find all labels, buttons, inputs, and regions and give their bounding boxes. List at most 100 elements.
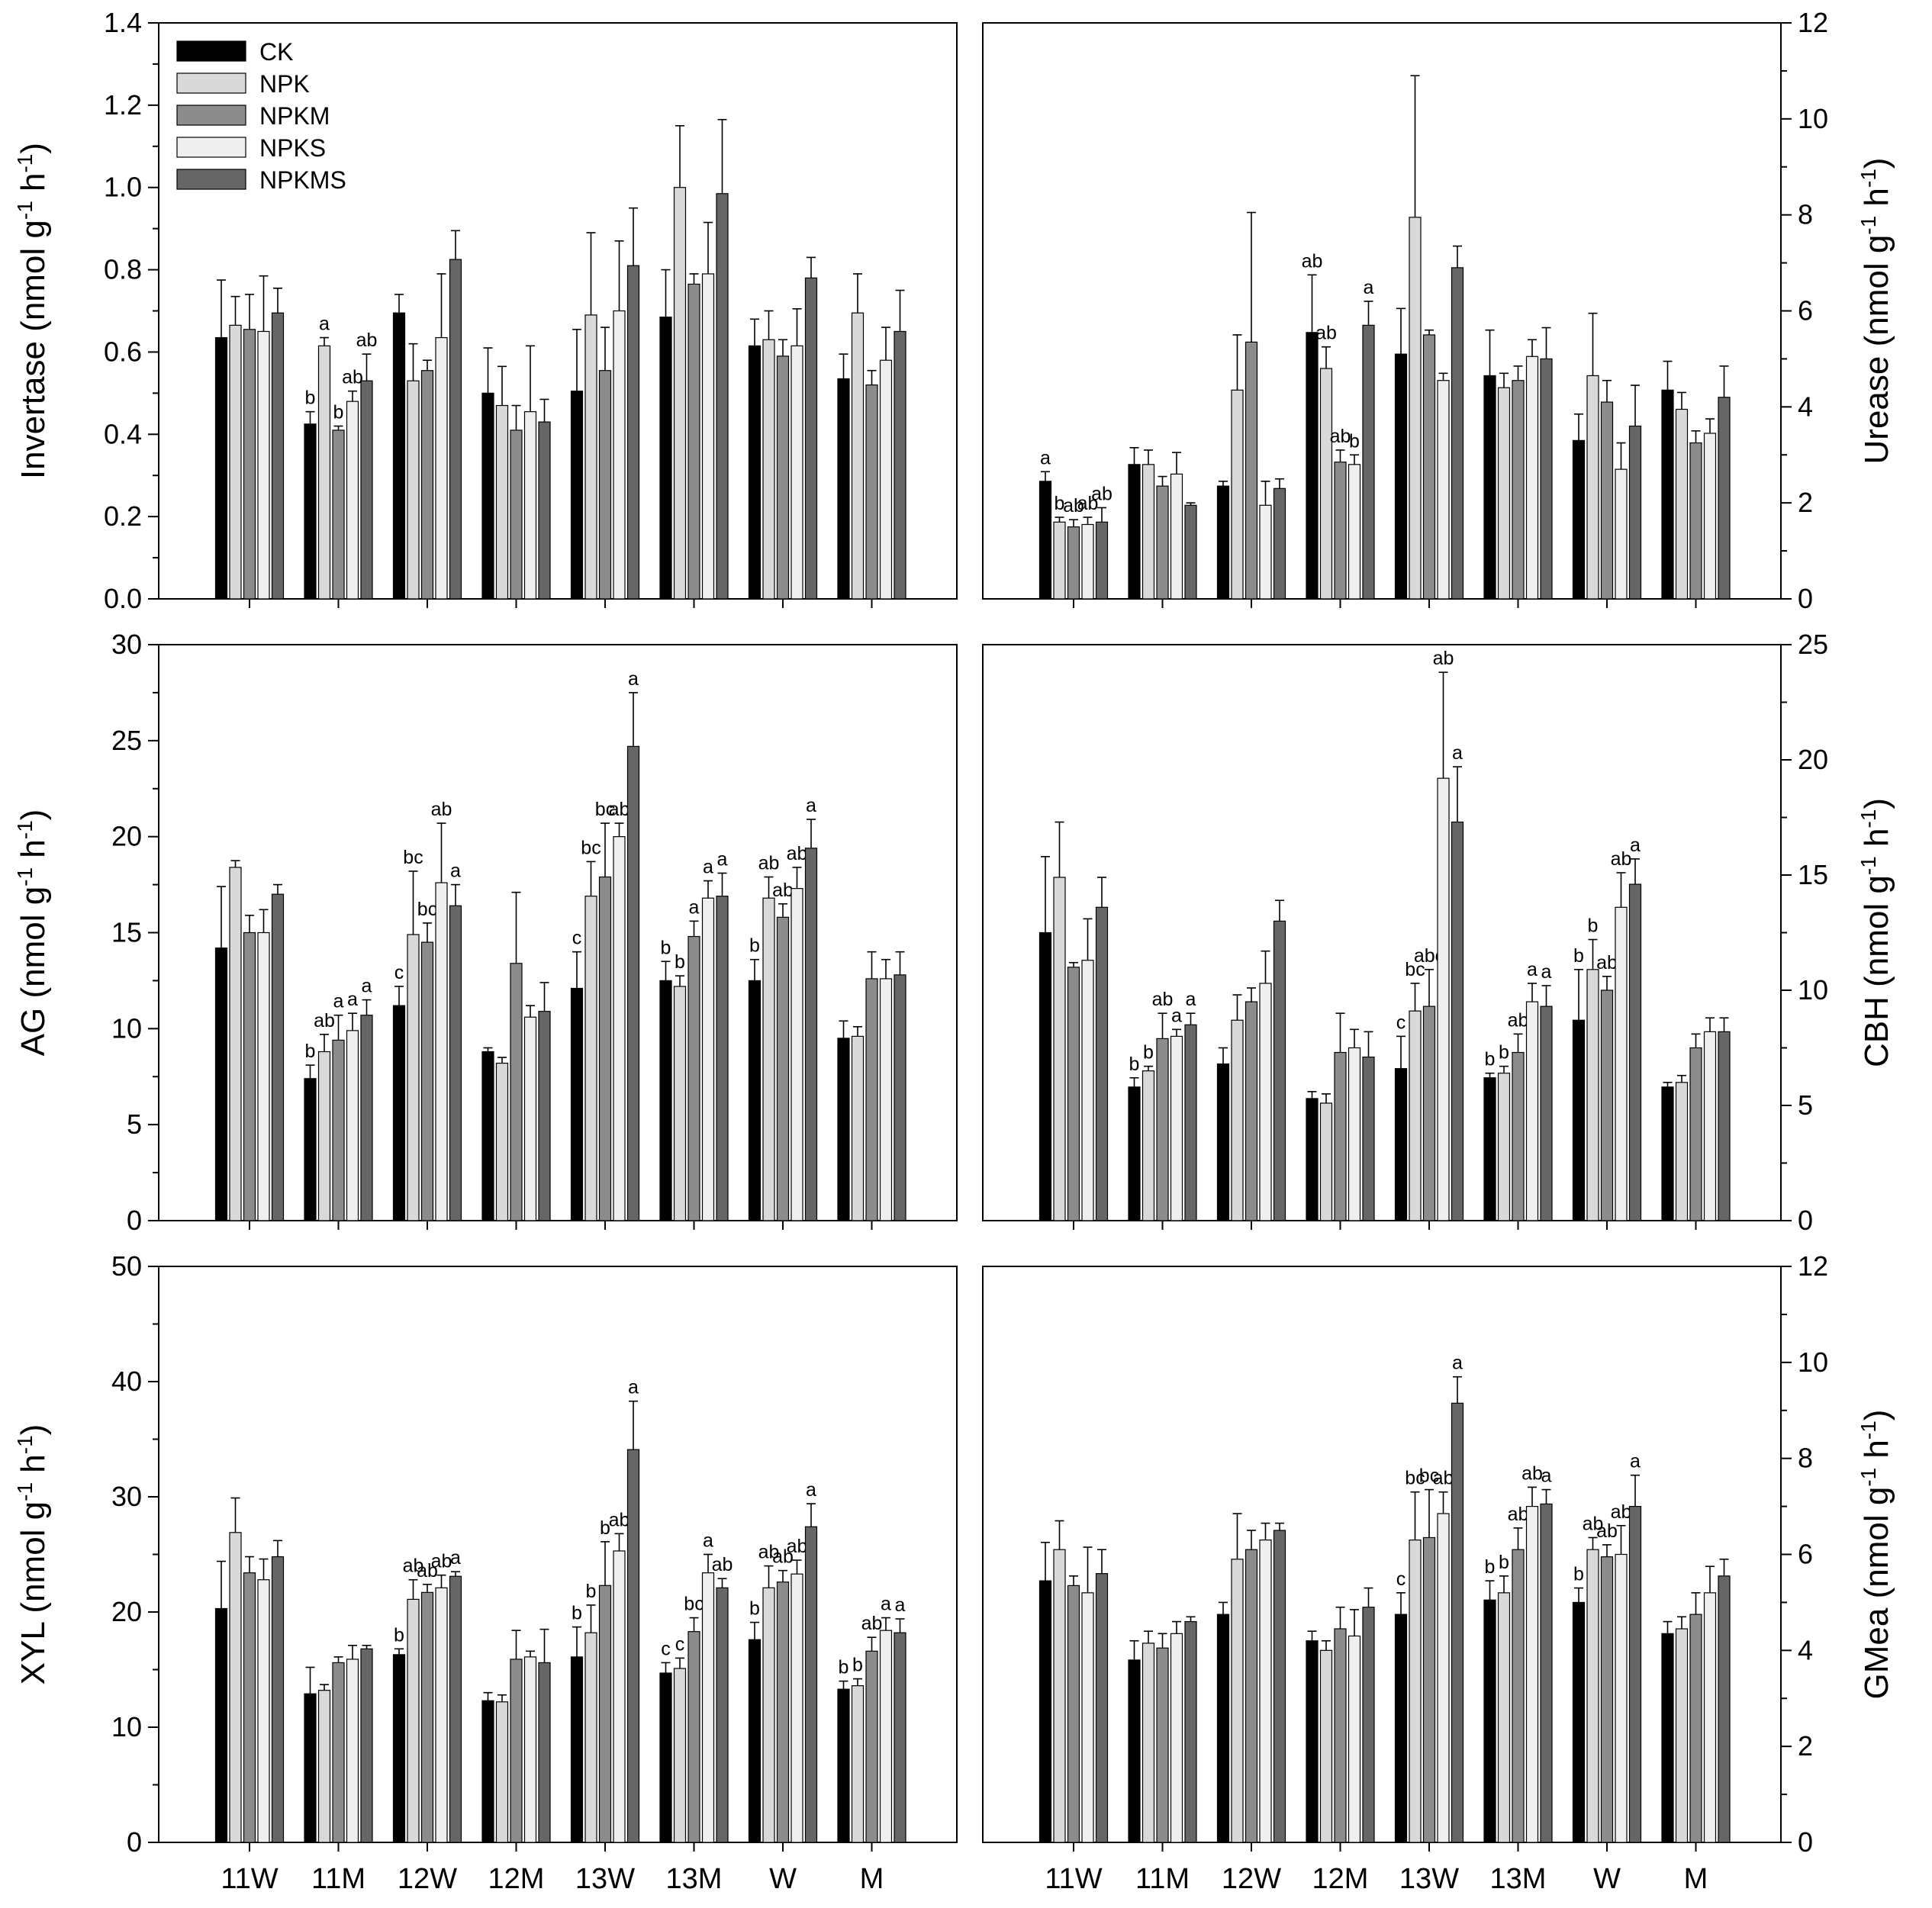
significance-label: a xyxy=(1630,835,1641,856)
bar-npkms-12m xyxy=(1362,1607,1375,1843)
x-tick-label: 11W xyxy=(221,1863,278,1895)
bar-ck-m xyxy=(837,1038,850,1221)
bar-npkm-12w xyxy=(1245,341,1258,600)
bar-npkms-w xyxy=(1628,883,1642,1221)
bar-npk-12m xyxy=(495,1063,509,1221)
significance-label: b xyxy=(1499,1552,1509,1573)
bar-npkms-12m xyxy=(538,421,551,600)
significance-label: ab xyxy=(609,799,630,820)
bar-npks-12w xyxy=(1259,1540,1272,1843)
significance-label: ab xyxy=(1508,1504,1529,1525)
bar-npk-m xyxy=(1675,408,1689,600)
bar-npkms-m xyxy=(1718,397,1731,600)
bar-npk-12w xyxy=(407,380,420,600)
bar-ck-13w xyxy=(570,391,584,600)
bar-ck-11m xyxy=(304,1693,317,1843)
bar-ck-11w xyxy=(1038,931,1052,1221)
bar-npk-12m xyxy=(1319,368,1333,600)
bar-npkm-13w xyxy=(598,876,612,1221)
bar-npkms-13m xyxy=(716,896,729,1221)
bar-npkm-11w xyxy=(243,329,256,600)
significance-label: a xyxy=(628,1377,639,1398)
bar-npkms-w xyxy=(1628,1505,1642,1843)
y-axis-title: AG (nmol g-1 h-1) xyxy=(13,809,52,1057)
bar-ck-m xyxy=(1661,1086,1674,1221)
significance-label: ab xyxy=(356,330,378,351)
legend-label-npkms: NPKMS xyxy=(259,166,346,194)
bar-npk-12w xyxy=(407,1598,420,1843)
bar-ck-12w xyxy=(392,1654,406,1843)
bar-npkm-13m xyxy=(1512,380,1525,600)
significance-label: b xyxy=(600,1517,610,1539)
bar-npks-13w xyxy=(1437,1513,1450,1843)
bar-npkm-12w xyxy=(420,370,434,600)
significance-label: a xyxy=(1541,961,1552,983)
significance-label: ab xyxy=(403,1556,424,1577)
significance-label: c xyxy=(572,928,582,949)
x-tick-label: 12W xyxy=(1222,1863,1281,1895)
bar-npkm-12m xyxy=(510,1659,523,1843)
y-tick-label: 6 xyxy=(1798,1539,1813,1570)
significance-label: a xyxy=(450,1547,461,1569)
bar-ck-m xyxy=(1661,389,1674,600)
bar-npks-w xyxy=(1615,1553,1628,1843)
significance-label: ab xyxy=(1596,1520,1618,1542)
significance-label: ab xyxy=(1433,1468,1454,1489)
bar-npkm-m xyxy=(1689,1047,1702,1221)
bar-npk-11m xyxy=(317,345,331,600)
significance-label: ab xyxy=(1596,952,1618,973)
bar-npks-11m xyxy=(346,1659,359,1843)
bar-npks-12m xyxy=(1348,464,1361,600)
bar-npkm-12m xyxy=(1334,462,1347,600)
bar-npkms-13m xyxy=(1540,1503,1553,1843)
bar-ck-11m xyxy=(1128,1086,1141,1221)
bar-npk-13w xyxy=(584,1632,597,1843)
significance-label: b xyxy=(661,937,671,958)
bar-npk-11w xyxy=(1053,521,1066,600)
significance-label: ab xyxy=(1330,426,1351,447)
significance-label: b xyxy=(333,402,344,423)
y-axis-title: GMea (nmol g-1 h-1) xyxy=(1856,1410,1895,1700)
y-axis-title: Urease (nmol g-1 h-1) xyxy=(1856,158,1895,465)
significance-label: ab xyxy=(417,1560,438,1581)
significance-label: ab xyxy=(1077,493,1099,514)
bar-npkm-13m xyxy=(687,935,700,1221)
significance-label: ab xyxy=(772,880,794,901)
significance-label: ab xyxy=(787,843,808,864)
bar-ck-w xyxy=(1572,1601,1586,1843)
bar-npkm-13w xyxy=(1422,334,1436,600)
bar-npks-12w xyxy=(1259,504,1272,600)
significance-label: a xyxy=(703,1530,713,1552)
bar-ck-12w xyxy=(392,1005,406,1221)
bar-npkms-12m xyxy=(538,1011,551,1221)
significance-label: ab xyxy=(609,1509,630,1530)
bar-npks-m xyxy=(879,359,893,600)
bar-npks-12w xyxy=(1259,983,1272,1221)
bar-npkm-m xyxy=(865,384,878,600)
bar-npkms-12m xyxy=(1362,1056,1375,1221)
significance-label: b xyxy=(852,1655,863,1676)
significance-label: a xyxy=(1452,1353,1463,1374)
bar-npkms-11m xyxy=(360,1648,373,1843)
bar-ck-13m xyxy=(1483,375,1496,600)
bar-ck-m xyxy=(837,378,850,600)
significance-label: ab xyxy=(1063,495,1084,516)
significance-label: a xyxy=(319,314,330,335)
bar-npkms-12m xyxy=(1362,324,1375,600)
bar-npks-m xyxy=(1703,1592,1717,1843)
significance-label: a xyxy=(806,795,816,816)
y-tick-label: 12 xyxy=(1798,1250,1828,1282)
significance-label: a xyxy=(703,857,713,878)
bar-npkm-11m xyxy=(332,1039,345,1221)
bar-npks-13w xyxy=(613,1550,626,1843)
bar-npkms-13m xyxy=(1540,358,1553,600)
significance-label: ab xyxy=(314,1010,335,1031)
significance-label: c xyxy=(675,1633,685,1655)
significance-label: bc xyxy=(595,799,615,820)
significance-label: ab xyxy=(758,853,780,874)
significance-label: ab xyxy=(712,1554,733,1575)
y-tick-label: 4 xyxy=(1798,1634,1813,1665)
bar-npk-m xyxy=(851,1685,865,1843)
bar-npk-11m xyxy=(1141,1643,1155,1843)
